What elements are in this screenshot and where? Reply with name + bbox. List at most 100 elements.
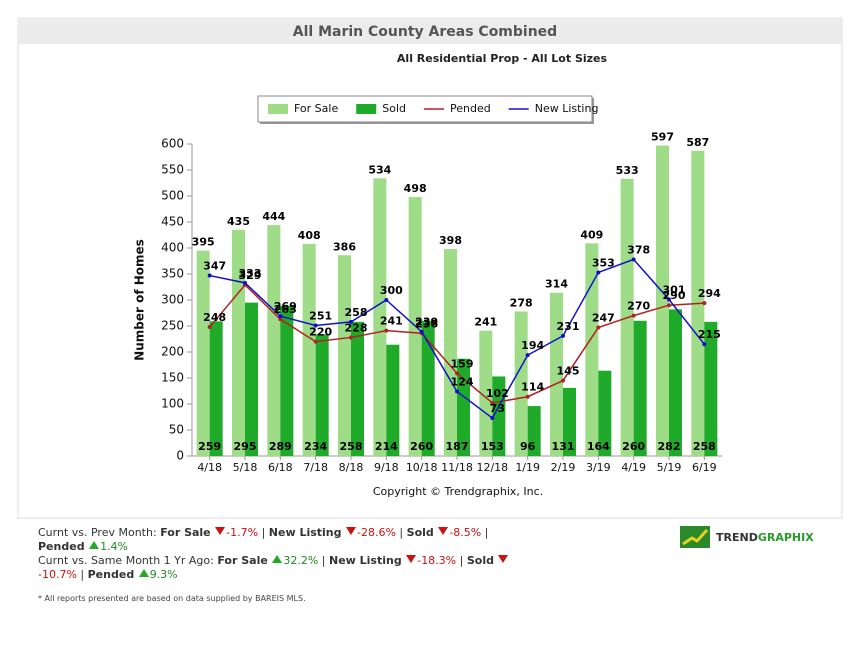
bar-value-label: 260 xyxy=(622,440,645,453)
line-value-label: 263 xyxy=(274,303,297,316)
line-value-label: 231 xyxy=(557,320,580,333)
copyright: Copyright © Trendgraphix, Inc. xyxy=(373,485,543,498)
line-point xyxy=(631,313,636,318)
change-arrow xyxy=(406,555,417,563)
bar-value-label: 187 xyxy=(446,440,469,453)
comparison-label: Curnt vs. Prev Month: xyxy=(38,526,157,539)
line-value-label: 290 xyxy=(663,289,686,302)
line-point xyxy=(207,325,212,330)
y-tick-label: 150 xyxy=(161,371,184,385)
bar-value-label: 96 xyxy=(520,440,536,453)
bar xyxy=(563,387,576,456)
bar-value-label: 153 xyxy=(481,440,504,453)
line-point xyxy=(243,280,247,285)
bar-value-label: 409 xyxy=(580,228,603,241)
bar xyxy=(598,370,612,456)
legend-label: New Listing xyxy=(535,102,599,115)
logo-text: TRENDGRAPHIX xyxy=(716,531,814,544)
line-value-label: 270 xyxy=(627,300,650,313)
y-tick-label: 500 xyxy=(161,189,184,203)
bar-value-label: 241 xyxy=(474,316,497,329)
bar-value-label: 260 xyxy=(410,440,433,453)
line-value-label: 248 xyxy=(203,311,226,324)
metric-name: Sold xyxy=(466,554,494,567)
metric-name: Sold xyxy=(406,526,434,539)
bar-value-label: 533 xyxy=(616,164,639,177)
x-tick-label: 4/19 xyxy=(621,461,646,474)
bar-value-label: 408 xyxy=(298,229,321,242)
line-point xyxy=(349,319,353,324)
y-tick-label: 50 xyxy=(169,423,184,437)
bar xyxy=(209,321,223,456)
logo-arrow xyxy=(682,528,709,546)
change-arrow xyxy=(89,541,100,549)
x-tick-label: 8/18 xyxy=(339,461,364,474)
line-point xyxy=(384,328,389,333)
line-value-label: 333 xyxy=(239,267,262,280)
change-value: 1.4% xyxy=(100,540,129,553)
bar xyxy=(338,255,351,456)
bar xyxy=(585,243,599,456)
line-point xyxy=(419,329,424,334)
line-point xyxy=(596,270,601,275)
x-tick-label: 2/19 xyxy=(551,461,576,474)
logo-graphic: TRENDGRAPHIX xyxy=(680,526,814,548)
line-point xyxy=(596,325,601,330)
chart-subtitle: All Residential Prop - All Lot Sizes xyxy=(397,52,608,65)
line-point xyxy=(313,323,318,328)
line-point xyxy=(490,416,495,421)
y-tick-label: 600 xyxy=(161,137,184,151)
line-value-label: 215 xyxy=(698,328,721,341)
bar-value-label: 164 xyxy=(587,440,610,453)
y-tick-label: 350 xyxy=(161,267,184,281)
bar xyxy=(373,178,387,456)
bar xyxy=(514,311,528,456)
legend-label: Pended xyxy=(450,102,491,115)
line-value-label: 301 xyxy=(663,283,686,296)
bar-value-label: 258 xyxy=(340,440,363,453)
metric-name: For Sale xyxy=(217,554,268,567)
metric-name: New Listing xyxy=(328,554,402,567)
bar xyxy=(527,406,541,456)
line-point xyxy=(702,301,707,306)
metric-name: Pended xyxy=(87,568,135,581)
y-axis-label: Number of Homes xyxy=(133,239,147,361)
bar-value-label: 131 xyxy=(552,440,575,453)
line-point xyxy=(561,378,565,383)
line-value-label: 247 xyxy=(592,312,615,325)
line-value-label: 228 xyxy=(345,321,368,334)
x-tick-label: 5/19 xyxy=(657,461,682,474)
change-arrow xyxy=(138,569,149,577)
line-value-label: 329 xyxy=(239,269,262,282)
y-tick-label: 550 xyxy=(161,163,184,177)
bar xyxy=(421,320,435,456)
bar-value-label: 386 xyxy=(333,240,356,253)
line-value-label: 378 xyxy=(627,243,650,256)
change-value: -28.6% xyxy=(357,526,396,539)
line-value-label: 353 xyxy=(592,256,615,269)
bar xyxy=(386,344,400,456)
change-value: 9.3% xyxy=(149,568,178,581)
change-value: -10.7% xyxy=(38,568,77,581)
x-tick-label: 9/18 xyxy=(374,461,399,474)
chart: All Marin County Areas Combined All Resi… xyxy=(17,17,843,519)
change-value: -18.3% xyxy=(417,554,457,567)
change-arrow xyxy=(498,555,509,563)
line-point xyxy=(561,333,565,338)
bar xyxy=(633,320,647,456)
comparison-row: Curnt vs. Same Month 1 Yr Ago: For Sale … xyxy=(38,554,538,582)
line-value-label: 239 xyxy=(415,316,438,329)
bar-value-label: 214 xyxy=(375,440,398,453)
bar xyxy=(669,309,682,456)
line-value-label: 251 xyxy=(309,309,332,322)
metric-name: New Listing xyxy=(268,526,342,539)
logo: TRENDGRAPHIX xyxy=(680,526,820,550)
bar-value-label: 534 xyxy=(368,163,391,176)
bar xyxy=(479,330,493,456)
line-value-label: 124 xyxy=(451,376,474,389)
line-value-label: 347 xyxy=(203,260,226,273)
title-bar xyxy=(18,18,842,44)
bar-value-label: 259 xyxy=(198,440,221,453)
line-point xyxy=(631,257,636,262)
